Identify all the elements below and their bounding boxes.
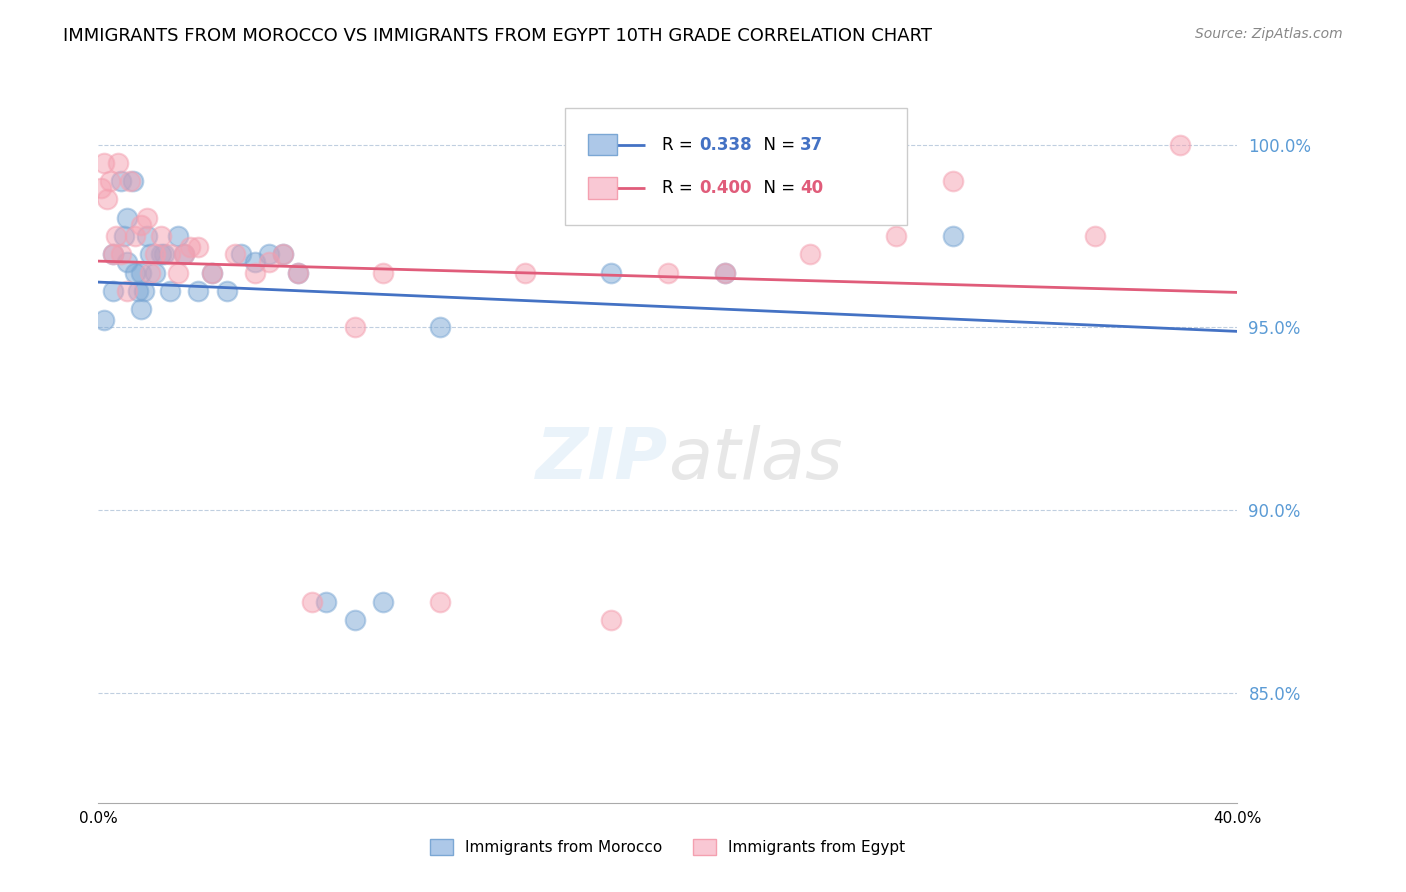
Point (115, 254, 138, 268)
Point (942, 174, 965, 188)
Point (287, 265, 309, 279)
Point (138, 265, 160, 279)
Point (173, 247, 195, 261)
Point (135, 228, 157, 243)
Point (600, 265, 623, 279)
Point (173, 247, 195, 261)
Text: atlas: atlas (668, 425, 842, 493)
Point (93, 155, 115, 169)
Point (799, 174, 821, 188)
Point (110, 247, 132, 261)
Bar (588, 178, 617, 199)
Point (132, 284, 155, 298)
Text: R =: R = (662, 136, 703, 153)
Text: R =: R = (662, 179, 703, 197)
Point (145, 247, 167, 261)
Point (799, 247, 821, 261)
Point (884, 228, 907, 243)
Point (229, 247, 252, 261)
Point (112, 228, 135, 243)
Point (135, 211, 157, 225)
Point (101, 284, 124, 298)
FancyBboxPatch shape (565, 108, 907, 225)
Point (301, 594, 323, 608)
Text: ZIP: ZIP (536, 425, 668, 493)
Point (600, 613, 623, 627)
Point (187, 240, 209, 254)
Text: N =: N = (754, 136, 800, 153)
Text: IMMIGRANTS FROM MOROCCO VS IMMIGRANTS FROM EGYPT 10TH GRADE CORRELATION CHART: IMMIGRANTS FROM MOROCCO VS IMMIGRANTS FR… (63, 27, 932, 45)
Point (942, 228, 965, 243)
Point (187, 284, 209, 298)
Point (145, 265, 167, 279)
Point (224, 247, 246, 261)
Point (104, 228, 127, 243)
Point (273, 247, 295, 261)
Point (259, 254, 281, 268)
Point (115, 211, 138, 225)
Text: 40: 40 (800, 179, 823, 197)
Point (657, 265, 679, 279)
Point (115, 284, 138, 298)
Text: N =: N = (754, 179, 800, 197)
Point (167, 228, 190, 243)
Point (429, 320, 451, 334)
Point (243, 254, 266, 268)
Point (343, 320, 366, 334)
Point (159, 247, 181, 261)
Point (98, 174, 121, 188)
Point (118, 174, 141, 188)
Point (179, 240, 201, 254)
Point (343, 613, 366, 627)
Point (138, 247, 160, 261)
Point (101, 247, 124, 261)
Point (129, 218, 152, 232)
Point (124, 265, 146, 279)
Point (129, 301, 152, 317)
Point (150, 247, 173, 261)
Point (1170, 137, 1192, 152)
Point (121, 174, 143, 188)
Point (201, 265, 224, 279)
Text: 0.400: 0.400 (700, 179, 752, 197)
Point (429, 594, 451, 608)
Point (129, 265, 152, 279)
Bar (588, 134, 617, 155)
Point (515, 265, 537, 279)
Point (167, 265, 190, 279)
Text: 0.338: 0.338 (700, 136, 752, 153)
Point (124, 228, 146, 243)
Point (287, 265, 309, 279)
Point (93, 313, 115, 327)
Point (96, 193, 118, 207)
Text: 37: 37 (800, 136, 823, 153)
Point (107, 155, 129, 169)
Point (150, 228, 173, 243)
Point (1084, 228, 1107, 243)
Point (243, 265, 266, 279)
Point (201, 265, 224, 279)
Text: Source: ZipAtlas.com: Source: ZipAtlas.com (1195, 27, 1343, 41)
Point (373, 265, 395, 279)
Point (215, 284, 238, 298)
Point (315, 594, 337, 608)
Legend: Immigrants from Morocco, Immigrants from Egypt: Immigrants from Morocco, Immigrants from… (425, 833, 911, 862)
Point (127, 284, 149, 298)
Point (373, 594, 395, 608)
Point (159, 284, 181, 298)
Point (259, 247, 281, 261)
Point (153, 247, 176, 261)
Point (90, 181, 112, 195)
Point (101, 247, 124, 261)
Point (273, 247, 295, 261)
Point (714, 265, 737, 279)
Point (714, 265, 737, 279)
Point (110, 174, 132, 188)
